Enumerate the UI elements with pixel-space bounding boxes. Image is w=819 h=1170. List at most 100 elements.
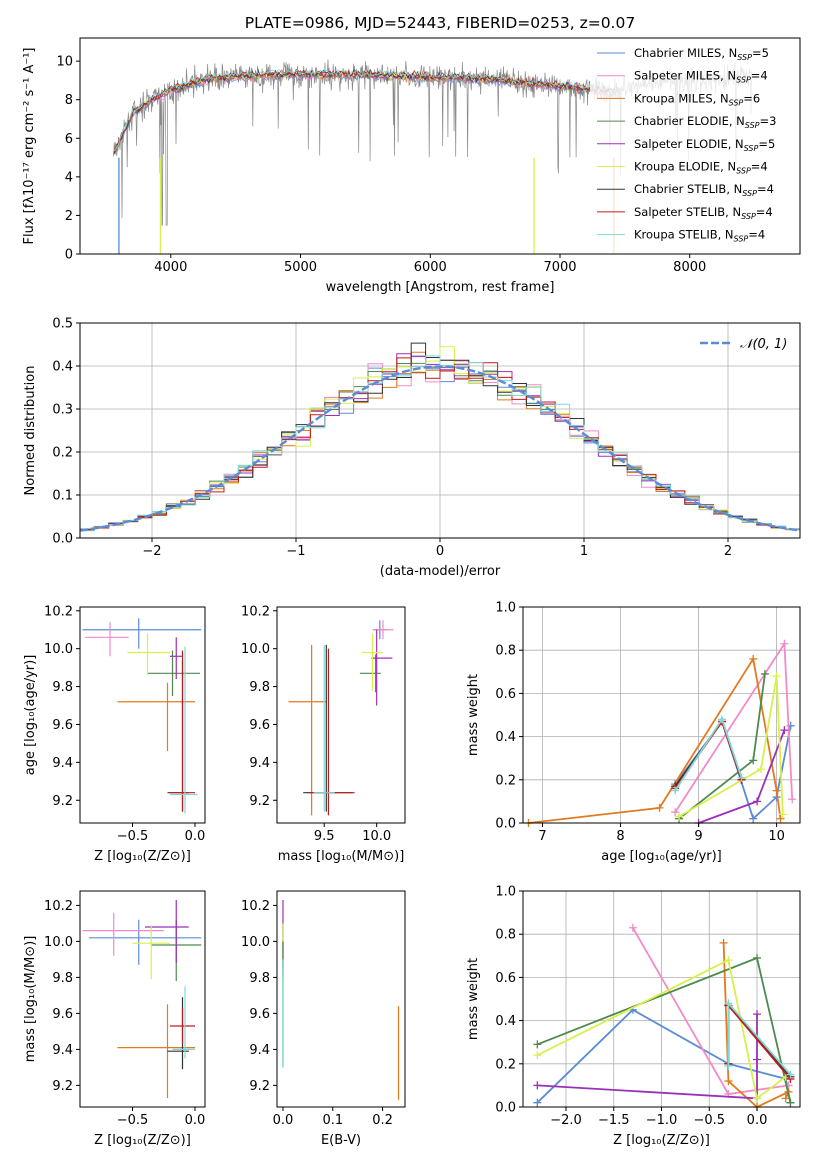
y-axis-label: mass weight xyxy=(466,958,481,1040)
x-tick-label: 10.0 xyxy=(362,829,391,844)
weight-marker-salpeter_miles xyxy=(780,639,789,648)
weight-marker-chabrier_elodie xyxy=(753,953,762,962)
y-tick-label: 1.0 xyxy=(495,885,516,900)
axes-frame xyxy=(522,606,801,824)
weight-line-salpeter_stelib xyxy=(727,1003,792,1080)
y-tick-label: 9.4 xyxy=(52,1043,73,1058)
axes-frame xyxy=(79,890,206,1108)
weight-marker-salpeter_elodie xyxy=(780,726,789,735)
y-tick-label: 0 xyxy=(65,248,73,263)
x-tick-label: 4000 xyxy=(154,260,187,275)
x-tick-label: 0.0 xyxy=(273,1113,294,1128)
x-tick-label: 7000 xyxy=(543,260,576,275)
weight-marker-kroupa_elodie xyxy=(772,672,781,681)
y-tick-label: 10.2 xyxy=(241,604,270,619)
x-axis-label: mass [log₁₀(M/M⊙)] xyxy=(278,849,405,864)
y-tick-label: 0.6 xyxy=(495,971,516,986)
weight-marker-chabrier_elodie xyxy=(749,756,758,765)
x-tick-label: 7 xyxy=(538,829,546,844)
y-tick-label: 9.8 xyxy=(52,971,73,986)
age-vs-Z-panel: −0.5 0.0 9.2 9.4 9.6 9.8 10.0 10.2 Z [log₁₀(Z/Z⊙… xyxy=(23,604,206,864)
y-axis-label: Flux [fλ10⁻¹⁷ erg cm⁻² s⁻¹ A⁻¹] xyxy=(22,48,37,245)
y-tick-label: 0.0 xyxy=(495,1101,516,1116)
weight-line-kroupa_miles xyxy=(528,656,782,824)
legend-entry: Chabrier ELODIE, NSSP=3 xyxy=(634,114,776,130)
weight-vs-Z-panel: −2.0 −1.5 −1.0 −0.5 0.0 0.0 0.2 0.4 0.6 0.8 1.0 Z [… xyxy=(466,885,801,1148)
y-tick-label: 9.4 xyxy=(249,1043,270,1058)
x-tick-label: −2.0 xyxy=(550,1113,582,1128)
weight-marker-kroupa_elodie xyxy=(778,810,787,819)
y-tick-label: 9.2 xyxy=(52,1079,73,1094)
weight-marker-kroupa_miles xyxy=(724,1077,733,1086)
weight-marker-kroupa_stelib xyxy=(724,999,733,1008)
y-tick-label: 0.8 xyxy=(495,644,516,659)
x-axis-label: (data-model)/error xyxy=(380,564,501,579)
y-axis-label: age [log₁₀(age/yr)] xyxy=(23,655,38,776)
weight-line-kroupa_elodie xyxy=(678,675,784,818)
mass-vs-ebv-panel: 0.0 0.1 0.2 9.2 9.4 9.6 9.8 10.0 10.2 E(B-V) xyxy=(241,890,406,1148)
y-tick-label: 0.0 xyxy=(52,532,73,547)
y-tick-label: 9.8 xyxy=(52,680,73,695)
y-tick-label: 9.8 xyxy=(249,680,270,695)
y-tick-label: 9.6 xyxy=(249,718,270,733)
x-tick-label: −1.0 xyxy=(646,1113,678,1128)
weight-line-salpeter_miles xyxy=(674,640,794,813)
y-tick-label: 2 xyxy=(65,209,73,224)
y-tick-label: 0.1 xyxy=(52,489,73,504)
histogram-panel: −2 −1 0 1 2 0.0 0.1 0.2 0.3 0.4 0.5 (data-model)/er… xyxy=(23,317,801,579)
model-spectrum-kroupa_stelib xyxy=(113,68,614,152)
x-tick-label: 1 xyxy=(580,544,588,559)
y-axis-label: mass [log₁₀(M/M⊙)] xyxy=(23,936,38,1063)
y-tick-label: 10.0 xyxy=(44,935,73,950)
x-tick-label: 0 xyxy=(436,544,444,559)
y-tick-label: 10.0 xyxy=(241,935,270,950)
mass-vs-Z-panel: −0.5 0.0 9.2 9.4 9.6 9.8 10.0 10.2 Z [log₁₀(Z/Z⊙… xyxy=(23,890,206,1148)
weight-vs-age-panel: 7 8 9 10 0.0 0.2 0.4 0.6 0.8 1.0 age [log₁₀(age/yr… xyxy=(466,601,801,864)
x-tick-label: 10 xyxy=(768,829,785,844)
x-axis-label: E(B-V) xyxy=(321,1133,361,1148)
legend-entry: Kroupa MILES, NSSP=6 xyxy=(634,91,760,107)
weight-marker-salpeter_elodie xyxy=(753,797,762,806)
y-tick-label: 1.0 xyxy=(495,601,516,616)
x-tick-label: 0.0 xyxy=(185,1113,206,1128)
weight-marker-chabrier_elodie xyxy=(760,669,769,678)
x-tick-label: −2 xyxy=(142,544,161,559)
weight-marker-kroupa_stelib xyxy=(671,786,680,795)
weight-marker-chabrier_elodie xyxy=(786,1098,795,1107)
legend-entry: Kroupa ELODIE, NSSP=4 xyxy=(634,160,768,176)
weight-marker-kroupa_elodie xyxy=(533,1051,542,1060)
x-tick-label: 6000 xyxy=(414,260,447,275)
x-tick-label: 5000 xyxy=(284,260,317,275)
y-tick-label: 0.2 xyxy=(495,773,516,788)
x-tick-label: 2 xyxy=(724,544,732,559)
y-tick-label: 6 xyxy=(65,132,73,147)
x-tick-label: −1.5 xyxy=(598,1113,630,1128)
x-tick-label: −0.5 xyxy=(117,829,149,844)
x-axis-label: age [log₁₀(age/yr)] xyxy=(601,849,722,864)
axes-frame xyxy=(79,606,206,824)
legend-entry: Salpeter STELIB, NSSP=4 xyxy=(634,205,773,221)
age-vs-mass-panel: 9.5 10.0 9.2 9.4 9.6 9.8 10.0 10.2 mass [log₁₀(M… xyxy=(241,604,406,864)
legend-entry: Salpeter MILES, NSSP=4 xyxy=(634,69,768,85)
weight-marker-kroupa_elodie xyxy=(753,1094,762,1103)
y-tick-label: 10 xyxy=(56,55,73,70)
legend-entry-normal: 𝒩(0, 1) xyxy=(740,337,787,352)
histogram-plot-area xyxy=(80,342,800,533)
y-tick-label: 8 xyxy=(65,93,73,108)
axes-frame xyxy=(276,606,406,824)
y-tick-label: 0.2 xyxy=(495,1057,516,1072)
weight-line-chabrier_elodie xyxy=(678,673,766,820)
y-tick-label: 0.4 xyxy=(495,730,516,745)
y-tick-label: 4 xyxy=(65,170,73,185)
weight-marker-kroupa_stelib xyxy=(717,715,726,724)
y-tick-label: 9.8 xyxy=(249,971,270,986)
x-tick-label: −1 xyxy=(286,544,305,559)
y-tick-label: 10.0 xyxy=(44,642,73,657)
weight-marker-kroupa_stelib xyxy=(737,773,746,782)
x-tick-label: 0.0 xyxy=(747,1113,768,1128)
normal-curve xyxy=(80,365,800,532)
y-tick-label: 9.2 xyxy=(249,794,270,809)
y-tick-label: 9.4 xyxy=(52,756,73,771)
y-tick-label: 0.2 xyxy=(52,446,73,461)
y-tick-label: 9.2 xyxy=(52,794,73,809)
